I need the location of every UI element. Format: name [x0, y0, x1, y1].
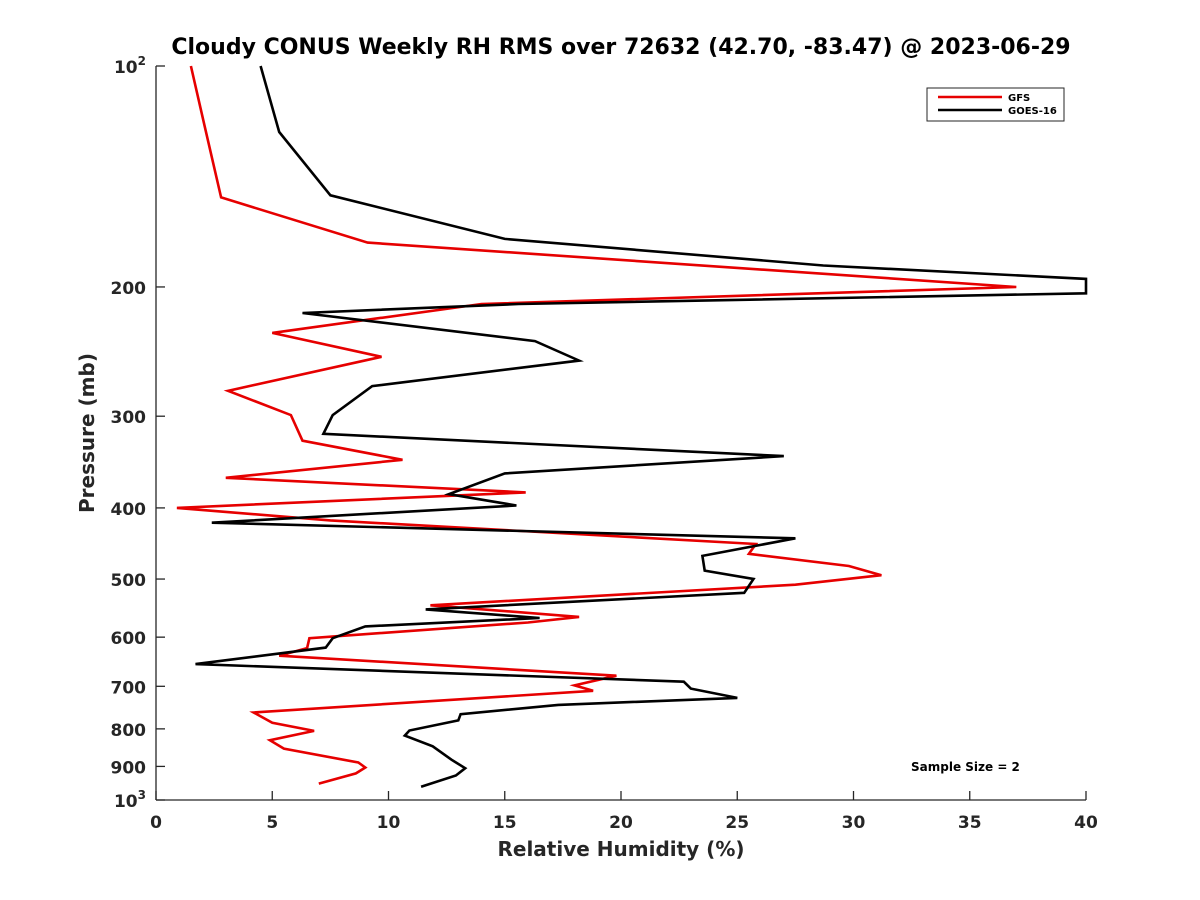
x-tick-label: 5 — [266, 813, 278, 833]
y-tick-label: 500 — [111, 571, 147, 591]
y-tick-label: 700 — [111, 678, 147, 698]
y-tick-label-text: 600 — [111, 629, 147, 649]
y-tick-exponent: 3 — [138, 788, 146, 802]
x-tick-label: 10 — [377, 813, 401, 833]
y-tick-label-text: 10 — [114, 58, 138, 78]
y-tick-label-text: 400 — [111, 500, 147, 520]
series-line-gfs — [176, 65, 1017, 785]
chart-title: Cloudy CONUS Weekly RH RMS over 72632 (4… — [171, 35, 1070, 60]
data-series — [176, 65, 1088, 788]
y-tick-label: 800 — [111, 721, 147, 741]
y-tick-label: 900 — [111, 758, 147, 778]
x-axis-label: Relative Humidity (%) — [497, 837, 744, 861]
x-tick-label: 35 — [958, 813, 982, 833]
sample-size-annotation: Sample Size = 2 — [911, 760, 1020, 774]
y-tick-label-text: 200 — [111, 279, 147, 299]
x-tick-label: 40 — [1074, 813, 1098, 833]
x-tick-label: 20 — [609, 813, 633, 833]
y-tick-label: 103 — [114, 788, 146, 812]
y-tick-label: 200 — [111, 279, 147, 299]
series-line-goes-16 — [195, 65, 1088, 788]
legend-label-gfs: GFS — [1008, 93, 1030, 104]
x-tick-label: 15 — [493, 813, 517, 833]
x-tick-label: 0 — [150, 813, 162, 833]
y-tick-label-text: 300 — [111, 408, 147, 428]
y-tick-label: 400 — [111, 500, 147, 520]
y-tick-label: 300 — [111, 408, 147, 428]
x-tick-label: 25 — [725, 813, 749, 833]
legend: GFS GOES-16 — [926, 87, 1065, 122]
plot-area — [156, 66, 1086, 800]
legend-label-goes16: GOES-16 — [1008, 106, 1057, 117]
y-tick-label-text: 10 — [114, 792, 138, 812]
y-tick-label: 102 — [114, 54, 146, 78]
x-tick-label: 30 — [842, 813, 866, 833]
y-tick-label-text: 800 — [111, 721, 147, 741]
legend-box — [926, 87, 1065, 122]
y-tick-label-text: 900 — [111, 758, 147, 778]
y-tick-label: 600 — [111, 629, 147, 649]
y-tick-label-text: 500 — [111, 571, 147, 591]
y-axis-label: Pressure (mb) — [75, 353, 99, 513]
y-tick-exponent: 2 — [138, 54, 146, 68]
x-ticks: 0 5 10 15 20 25 30 35 40 — [150, 791, 1098, 833]
y-tick-label-text: 700 — [111, 678, 147, 698]
